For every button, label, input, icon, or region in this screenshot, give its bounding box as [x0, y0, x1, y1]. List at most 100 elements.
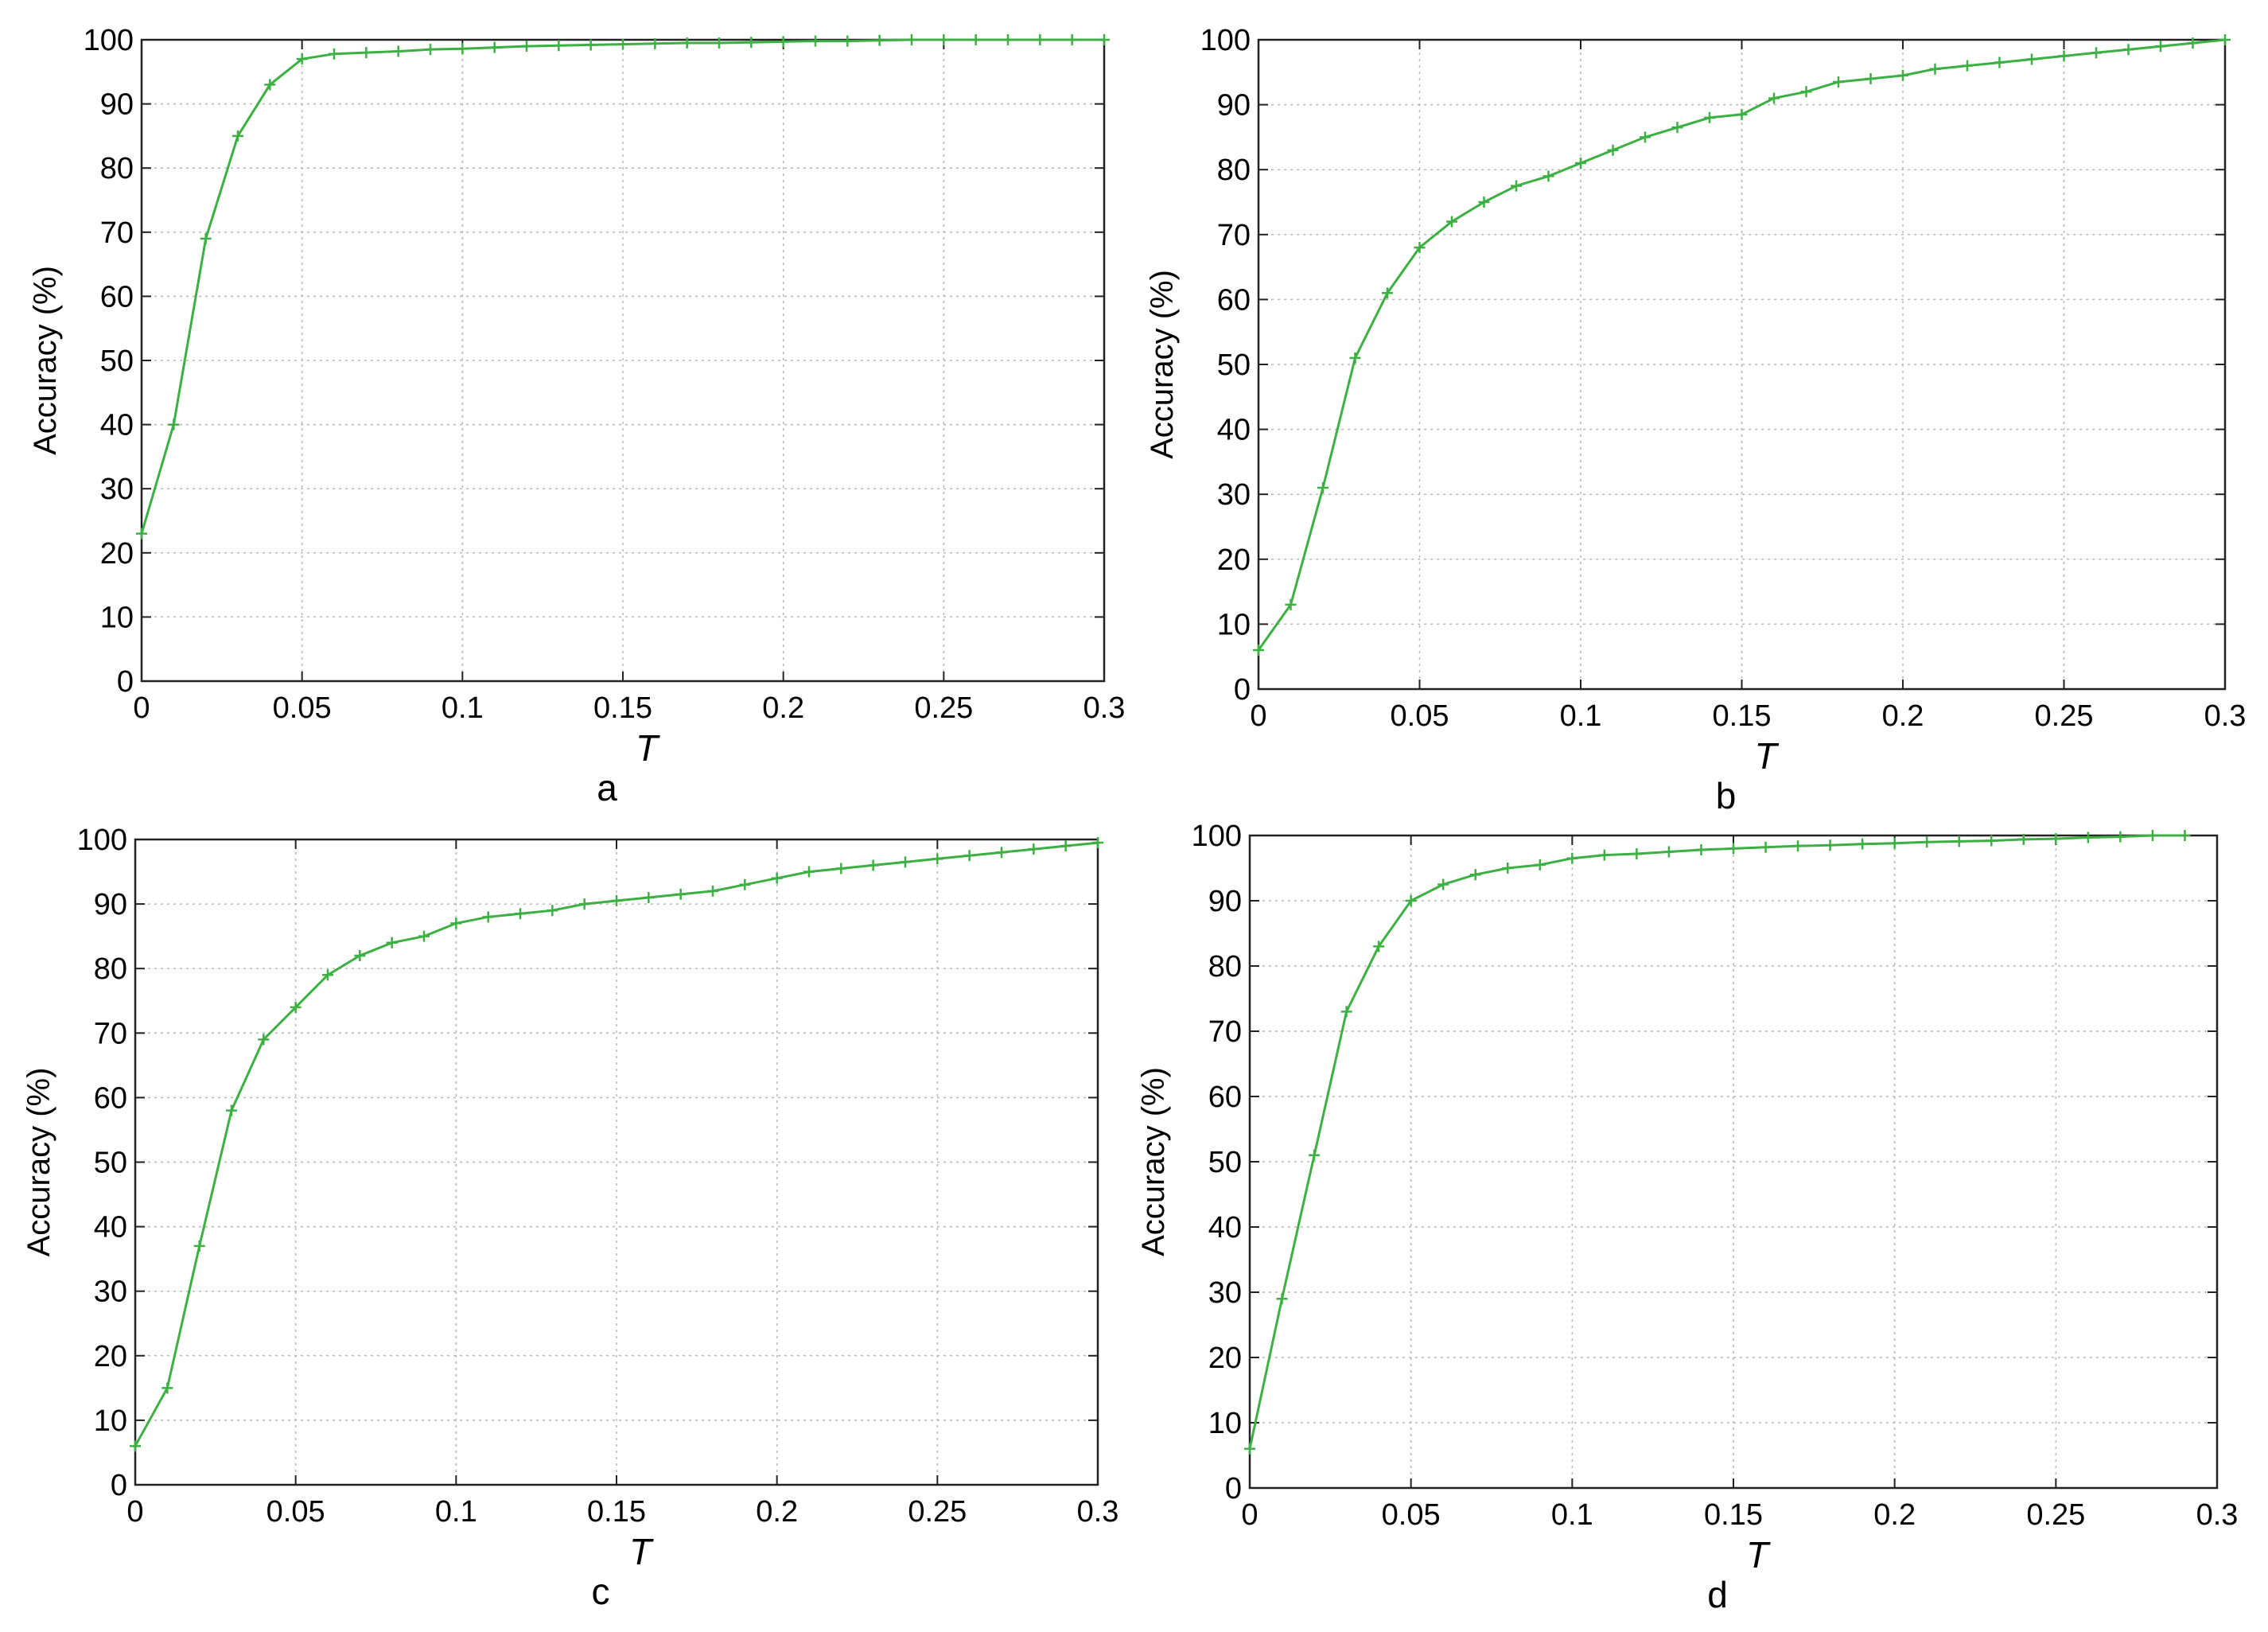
x-axis-label: T — [636, 727, 660, 769]
data-point — [1382, 287, 1393, 299]
panel-a: 0 0.05 0.1 0.15 0.2 0.25 0.3 0 10 20 30 40 50 60 70 80 9… — [28, 24, 1125, 808]
data-point — [1414, 242, 1426, 254]
data-point — [2091, 47, 2102, 59]
y-tick-label: 0 — [117, 665, 134, 699]
data-point — [745, 37, 757, 49]
data-point — [1373, 941, 1385, 952]
data-point — [1028, 843, 1040, 855]
data-point — [1099, 34, 1110, 45]
data-point — [553, 40, 565, 52]
panel-label: a — [597, 767, 617, 808]
data-point — [739, 878, 751, 890]
data-point — [457, 43, 469, 55]
data-point — [130, 1440, 141, 1452]
data-point — [1405, 895, 1417, 906]
data-point — [1824, 839, 1836, 851]
y-tick-label: 60 — [100, 280, 134, 314]
data-point — [1349, 352, 1361, 364]
x-tick-label: 0.2 — [756, 1495, 798, 1529]
data-point — [1994, 56, 2005, 68]
data-point — [354, 949, 366, 961]
data-point — [1437, 878, 1449, 890]
data-point — [264, 79, 276, 91]
y-tick-label: 60 — [1217, 283, 1251, 317]
data-point — [1833, 76, 1844, 88]
data-point — [643, 891, 655, 903]
data-point — [611, 895, 622, 907]
x-axis-label: T — [1754, 735, 1779, 777]
x-tick-label: 0.05 — [273, 691, 332, 725]
data-point — [2058, 50, 2070, 62]
data-point — [488, 41, 500, 53]
data-point — [1857, 838, 1869, 850]
x-tick-label: 0.25 — [908, 1495, 967, 1529]
data-point — [2187, 37, 2199, 49]
y-tick-label: 30 — [1217, 478, 1251, 512]
data-point — [675, 888, 687, 900]
y-tick-label: 40 — [1217, 414, 1251, 447]
data-point — [1929, 63, 1941, 75]
y-tick-label: 100 — [84, 24, 134, 57]
data-point — [1285, 598, 1297, 610]
data-point — [547, 905, 558, 917]
data-point — [1728, 843, 1739, 855]
data-point — [1640, 131, 1651, 143]
y-tick-label: 70 — [94, 1017, 127, 1050]
data-point — [1986, 835, 1998, 847]
x-tick-label: 0.2 — [762, 691, 804, 725]
data-point — [578, 898, 590, 910]
data-point — [290, 1001, 301, 1013]
data-point — [1695, 844, 1707, 856]
x-tick-label: 0.25 — [2026, 1498, 2085, 1532]
y-tick-label: 0 — [1234, 673, 1251, 707]
data-point — [521, 41, 532, 53]
data-point — [1034, 34, 1046, 45]
data-point — [867, 859, 879, 871]
data-point — [1897, 69, 1908, 81]
y-tick-label: 40 — [100, 409, 134, 442]
data-point — [1469, 869, 1481, 881]
data-point — [482, 911, 494, 923]
data-point — [803, 866, 815, 878]
y-tick-label: 10 — [1217, 608, 1251, 641]
data-point — [649, 37, 661, 49]
data-point — [906, 34, 917, 45]
data-point — [1534, 859, 1546, 871]
data-point — [2179, 830, 2191, 841]
x-tick-label: 0.1 — [1560, 699, 1602, 733]
y-tick-label: 90 — [1217, 89, 1251, 123]
data-point — [1792, 840, 1804, 852]
y-tick-label: 50 — [94, 1147, 127, 1180]
y-tick-label: 30 — [94, 1276, 127, 1309]
data-point — [1317, 482, 1329, 494]
x-tick-label: 0 — [133, 691, 150, 725]
x-tick-label: 0.25 — [914, 691, 973, 725]
y-tick-label: 90 — [1208, 885, 1242, 918]
x-tick-label: 0.3 — [1077, 1495, 1119, 1529]
data-point — [1446, 216, 1457, 228]
y-tick-label: 50 — [1217, 349, 1251, 382]
y-tick-label: 20 — [1217, 543, 1251, 577]
y-tick-label: 80 — [94, 952, 127, 986]
y-tick-label: 10 — [94, 1404, 127, 1438]
data-point — [585, 39, 597, 51]
data-point — [1865, 72, 1877, 84]
x-tick-label: 0.1 — [442, 691, 484, 725]
data-point — [1921, 836, 1933, 848]
data-point — [296, 53, 308, 65]
data-point — [900, 856, 911, 868]
x-tick-label: 0.05 — [1382, 1498, 1441, 1532]
data-point — [714, 37, 725, 49]
data-point — [1598, 849, 1610, 861]
x-tick-label: 0.05 — [266, 1495, 325, 1529]
data-point — [329, 48, 340, 60]
data-point — [707, 885, 718, 897]
y-tick-label: 100 — [1192, 820, 1242, 853]
data-point — [1962, 60, 1973, 72]
x-tick-label: 0.25 — [2035, 699, 2094, 733]
data-point — [2026, 53, 2037, 65]
y-tick-label: 0 — [111, 1469, 127, 1502]
data-point — [617, 38, 628, 50]
data-point — [1663, 846, 1675, 858]
